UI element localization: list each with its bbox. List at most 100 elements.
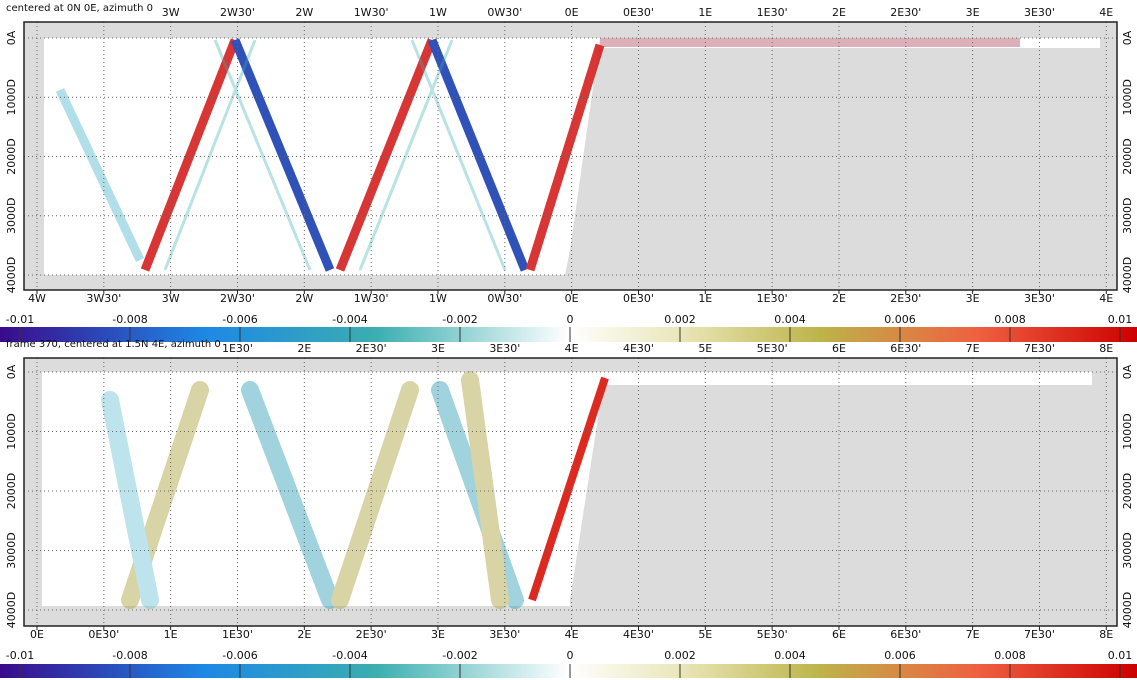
x-tick-label: 5E	[698, 342, 712, 355]
y-tick-label: 1000D	[5, 79, 18, 115]
x-tick-label: 2E30'	[356, 342, 387, 355]
y-tick-label: 0A	[5, 30, 18, 45]
x-tick-label: 1E30'	[222, 628, 253, 641]
colorbar-tick-label: -0.01	[6, 649, 34, 662]
x-tick-label: 6E30'	[890, 628, 921, 641]
x-tick-label: 4E	[565, 342, 579, 355]
colorbar-tick-label: -0.004	[332, 649, 367, 662]
y-tick-label: 2000D	[1121, 473, 1134, 509]
x-tick-label: 1W30'	[354, 6, 389, 19]
x-tick-label: 4E30'	[623, 342, 654, 355]
x-tick-label: 1E	[698, 292, 712, 305]
y-tick-label: 3000D	[1121, 198, 1134, 234]
x-tick-label: 4W	[28, 292, 46, 305]
y-tick-label: 1000D	[1121, 413, 1134, 449]
x-tick-label: 3E30'	[1024, 292, 1055, 305]
colorbar-tick-label: 0	[567, 649, 574, 662]
heatmap-field	[24, 22, 1117, 290]
x-tick-label: 1E30'	[757, 6, 788, 19]
x-tick-label: 1W	[429, 292, 447, 305]
x-tick-label: 3W30'	[86, 292, 121, 305]
x-tick-label: 3E	[966, 6, 980, 19]
x-tick-label: 1E30'	[222, 342, 253, 355]
x-tick-label: 6E	[832, 342, 846, 355]
x-tick-label: 1W	[429, 6, 447, 19]
y-tick-label: 2000D	[1121, 138, 1134, 174]
x-tick-label: 2W	[295, 6, 313, 19]
y-tick-label: 0A	[1121, 364, 1134, 379]
colorbar	[0, 327, 1137, 342]
x-tick-label: 4E	[1099, 6, 1113, 19]
heatmap-field	[24, 358, 1117, 626]
x-tick-label: 3W	[162, 292, 180, 305]
x-tick-label: 3E30'	[489, 628, 520, 641]
x-tick-label: 5E30'	[757, 628, 788, 641]
colorbar-tick-label: -0.006	[222, 313, 257, 326]
x-tick-label: 6E	[832, 628, 846, 641]
x-tick-label: 5E30'	[757, 342, 788, 355]
y-tick-label: 2000D	[5, 473, 18, 509]
y-tick-label: 3000D	[5, 532, 18, 568]
x-tick-label: 2W30'	[220, 6, 255, 19]
colorbar-tick-label: 0.006	[884, 313, 916, 326]
x-tick-label: 2E30'	[890, 292, 921, 305]
colorbar-tick-label: 0.008	[994, 649, 1026, 662]
y-tick-label: 3000D	[5, 198, 18, 234]
colorbar-tick-label: 0.004	[774, 313, 806, 326]
x-tick-label: 7E	[966, 342, 980, 355]
x-tick-label: 3E	[966, 292, 980, 305]
plot-frame	[23, 21, 1118, 291]
plot-frame	[23, 357, 1118, 627]
x-tick-label: 7E	[966, 628, 980, 641]
colorbar-tick-label: -0.002	[442, 313, 477, 326]
x-tick-label: 5E	[698, 628, 712, 641]
y-tick-label: 0A	[5, 364, 18, 379]
x-tick-label: 0E	[565, 292, 579, 305]
x-tick-label: 3E30'	[1024, 6, 1055, 19]
colorbar-tick-label: 0.002	[664, 649, 696, 662]
x-tick-label: 0W30'	[487, 292, 522, 305]
y-tick-label: 4000D	[1121, 257, 1134, 293]
x-tick-label: 4E30'	[623, 628, 654, 641]
x-tick-label: 1W30'	[354, 292, 389, 305]
x-tick-label: 8E	[1099, 628, 1113, 641]
colorbar-tick-label: 0.004	[774, 649, 806, 662]
x-tick-label: 0W30'	[487, 6, 522, 19]
x-tick-label: 1E	[698, 6, 712, 19]
colorbar-tick-label: -0.01	[6, 313, 34, 326]
x-tick-label: 4E	[1099, 292, 1113, 305]
x-tick-label: 2E	[832, 292, 846, 305]
colorbar-tick-label: -0.008	[112, 649, 147, 662]
y-tick-label: 1000D	[1121, 79, 1134, 115]
y-tick-label: 1000D	[5, 413, 18, 449]
x-tick-label: 3W	[162, 6, 180, 19]
colorbar-tick-label: 0.002	[664, 313, 696, 326]
x-tick-label: 3E	[431, 628, 445, 641]
x-tick-label: 8E	[1099, 342, 1113, 355]
colorbar-tick-label: 0.01	[1108, 649, 1133, 662]
colorbar	[0, 664, 1137, 678]
y-tick-label: 2000D	[5, 138, 18, 174]
x-tick-label: 0E30'	[623, 292, 654, 305]
x-tick-label: 2E30'	[890, 6, 921, 19]
colorbar-tick-label: -0.002	[442, 649, 477, 662]
colorbar-tick-label: -0.004	[332, 313, 367, 326]
x-tick-label: 0E	[565, 6, 579, 19]
x-tick-label: 3E	[431, 342, 445, 355]
colorbar-tick-label: 0.006	[884, 649, 916, 662]
x-tick-label: 7E30'	[1024, 342, 1055, 355]
y-tick-label: 0A	[1121, 30, 1134, 45]
x-tick-label: 0E30'	[88, 628, 119, 641]
panel-title: frame 370, centered at 1.5N 4E, azimuth …	[6, 339, 221, 350]
x-tick-label: 2E	[832, 6, 846, 19]
colorbar-tick-label: 0.01	[1108, 313, 1133, 326]
colorbar-tick-label: 0	[567, 313, 574, 326]
y-tick-label: 4000D	[5, 257, 18, 293]
y-tick-label: 4000D	[5, 592, 18, 628]
colorbar-tick-label: -0.008	[112, 313, 147, 326]
y-tick-label: 4000D	[1121, 592, 1134, 628]
colorbar-tick-label: 0.008	[994, 313, 1026, 326]
x-tick-label: 1E30'	[757, 292, 788, 305]
x-tick-label: 0E	[30, 628, 44, 641]
